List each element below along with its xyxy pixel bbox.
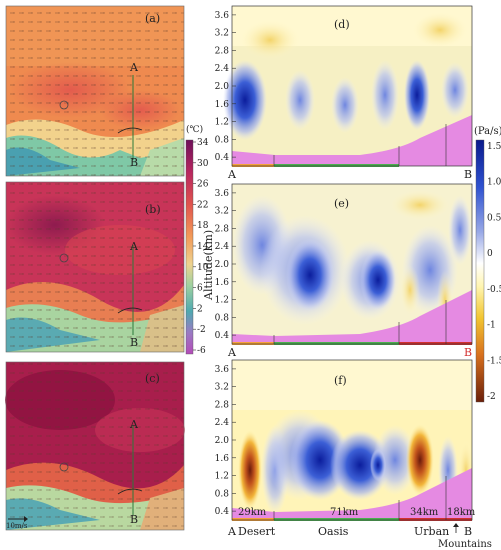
temp-tick-label: 26 [197, 180, 209, 190]
temp-tick-label: 30 [197, 159, 209, 169]
vertical-velocity-unit-label: (Pa/s) [474, 126, 501, 137]
point-label-b-mid: B [130, 336, 138, 349]
y-tick-label: 2.0 [215, 82, 230, 92]
velocity-tick-label: 0.5 [487, 213, 501, 223]
y-tick-label: 2.8 [215, 400, 230, 410]
end-label-b-e: B [464, 346, 472, 359]
segment-length-mountains: 18km [447, 507, 476, 518]
y-tick-label: 0.4 [215, 153, 230, 163]
map-panel-c: (c) A B 10m/s [5, 361, 185, 531]
segment-length-desert: 29km [238, 507, 267, 518]
panel-label-e: (e) [334, 197, 349, 210]
segment-length-oasis: 71km [330, 507, 359, 518]
y-tick-label: 2.8 [215, 46, 230, 56]
point-label-a-low: A [129, 418, 139, 431]
segment-name-mountains: Mountains [438, 539, 492, 550]
temp-tick-label: 14 [197, 242, 209, 252]
temp-tick-label: 6 [197, 284, 203, 294]
end-label-a-f: A [227, 525, 237, 538]
mountains-pointer-arrow [453, 523, 459, 527]
y-tick-label: 2.0 [215, 260, 230, 270]
y-tick-label: 0.8 [215, 489, 230, 499]
panel-label-f: (f) [334, 374, 347, 387]
panel-label-b: (b) [145, 203, 161, 216]
vertical-velocity-colorbar: (Pa/s) 1.5 1.0 0.5 0 -0.5 -1 -1.5 -2 [474, 126, 501, 403]
y-tick-label: 3.2 [215, 207, 229, 217]
segment-length-urban: 34km [410, 507, 439, 518]
segment-name-oasis: Oasis [318, 525, 349, 538]
y-tick-label: 0.8 [215, 313, 230, 323]
velocity-tick-label: -0.5 [487, 285, 501, 295]
temp-tick-label: -6 [197, 346, 206, 356]
y-tick-label: 0.8 [215, 135, 230, 145]
y-tick-label: 1.6 [215, 454, 230, 464]
map-panel-b: (b) A B [5, 181, 185, 353]
y-tick-label: 1.6 [215, 100, 230, 110]
point-label-b-low: B [130, 513, 138, 526]
temperature-unit-label: (℃) [186, 124, 203, 135]
y-tick-label: 1.2 [215, 296, 229, 306]
y-tick-label: 3.6 [215, 11, 230, 21]
cross-section-d: (d) A B 0.4 0.8 1.2 1.6 2.0 2.4 2.8 3.2 3.6 [215, 5, 473, 181]
panel-label-a: (a) [145, 12, 160, 25]
segment-name-desert: Desert [238, 525, 276, 538]
cross-section-f: (f) 29km 71km 34km 18km A Desert Oasis U… [215, 359, 492, 550]
velocity-tick-label: 1.0 [487, 178, 501, 188]
segment-name-urban: Urban [414, 525, 449, 538]
temp-tick-label: 22 [197, 200, 208, 210]
y-tick-label: 2.4 [215, 64, 230, 74]
y-axis-ticks-d: 0.4 0.8 1.2 1.6 2.0 2.4 2.8 3.2 3.6 [215, 11, 236, 163]
y-tick-label: 2.0 [215, 436, 230, 446]
panel-label-d: (d) [334, 18, 350, 31]
temperature-colorbar: (℃) 34 30 26 22 18 14 10 6 2 -2 -6 [185, 124, 209, 356]
temp-tick-label: 10 [197, 263, 209, 273]
end-label-a-d: A [227, 168, 237, 181]
temp-tick-label: 18 [197, 221, 209, 231]
velocity-tick-label: 0 [487, 249, 493, 259]
y-tick-label: 1.2 [215, 472, 229, 482]
y-axis-title: Altitude(km) [202, 230, 215, 301]
temp-tick-label: 34 [197, 138, 209, 148]
temperature-map-panels: (a) A B (b) A B [5, 5, 209, 531]
end-label-b-d: B [464, 168, 472, 181]
point-label-a-mid: A [129, 240, 139, 253]
vertical-velocity-cross-sections: (d) A B 0.4 0.8 1.2 1.6 2.0 2.4 2.8 3.2 3.6 [202, 5, 501, 550]
wind-scale-label: 10m/s [6, 522, 28, 530]
y-axis-ticks-e: 0.4 0.8 1.2 1.6 2.0 2.4 2.8 3.2 3.6 [215, 189, 236, 341]
temp-tick-label: 2 [197, 304, 203, 314]
cross-section-e: (e) A B Altitude(km) 0.4 0.8 1.2 1.6 2.0 2.4 2… [202, 183, 473, 359]
y-tick-label: 1.2 [215, 118, 229, 128]
y-tick-label: 0.4 [215, 507, 230, 517]
y-axis-ticks-f: 0.4 0.8 1.2 1.6 2.0 2.4 2.8 3.2 3.6 [215, 365, 236, 517]
y-tick-label: 0.4 [215, 331, 230, 341]
end-label-b-f: B [464, 525, 472, 538]
end-label-a-e: A [227, 346, 237, 359]
velocity-tick-label: -1.5 [487, 356, 501, 366]
y-tick-label: 3.2 [215, 29, 229, 39]
y-tick-label: 1.6 [215, 278, 230, 288]
y-tick-label: 3.6 [215, 365, 230, 375]
point-label-b-bottom: B [130, 156, 138, 169]
y-tick-label: 2.4 [215, 242, 230, 252]
panel-label-c: (c) [145, 372, 160, 385]
velocity-tick-label: -1 [487, 321, 496, 331]
temperature-colorbar-ticks: 34 30 26 22 18 14 10 6 2 -2 -6 [193, 138, 209, 356]
y-tick-label: 2.8 [215, 224, 230, 234]
velocity-tick-label: -2 [487, 392, 496, 402]
y-tick-label: 3.6 [215, 189, 230, 199]
vertical-velocity-colorbar-ticks: 1.5 1.0 0.5 0 -0.5 -1 -1.5 -2 [487, 142, 501, 402]
y-tick-label: 3.2 [215, 383, 229, 393]
temp-tick-label: -2 [197, 325, 206, 335]
y-tick-label: 2.4 [215, 418, 230, 428]
map-panel-a: (a) A B [5, 5, 185, 177]
velocity-tick-label: 1.5 [487, 142, 501, 152]
point-label-a-top: A [129, 61, 139, 74]
